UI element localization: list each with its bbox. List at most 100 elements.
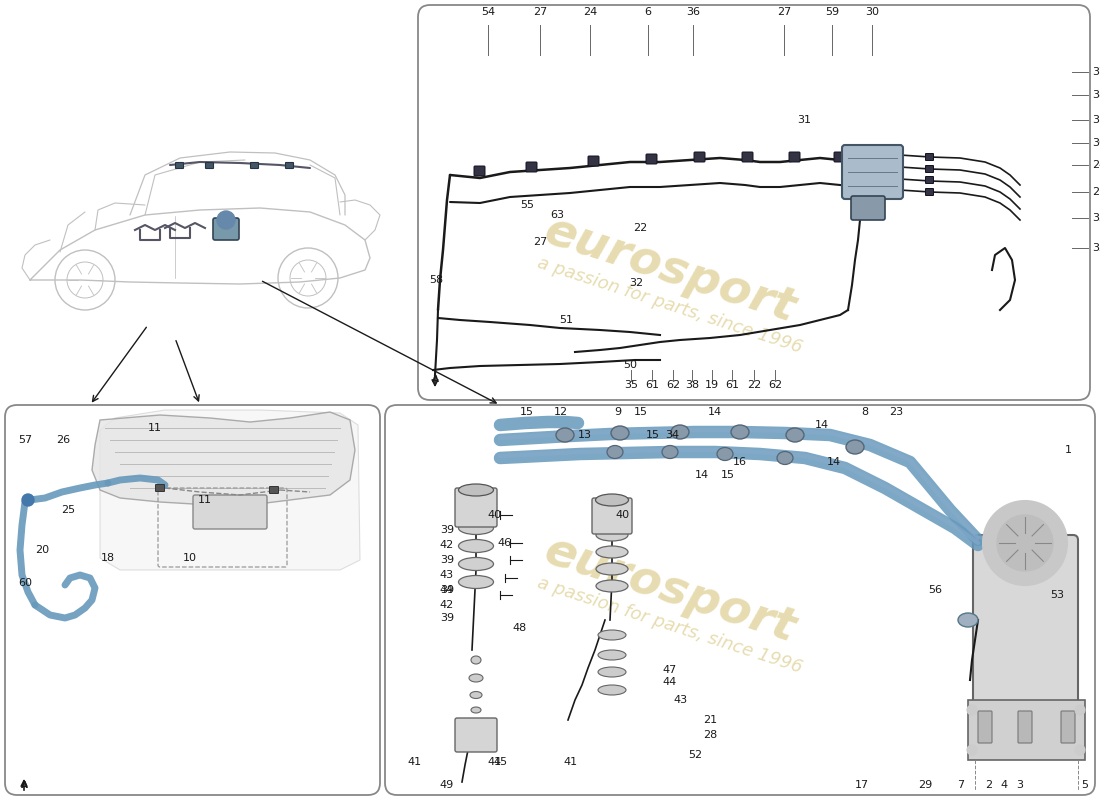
FancyBboxPatch shape bbox=[455, 488, 497, 527]
Text: 7: 7 bbox=[957, 780, 965, 790]
Text: 21: 21 bbox=[703, 715, 717, 725]
Text: 26: 26 bbox=[56, 435, 70, 445]
Text: 53: 53 bbox=[1050, 590, 1064, 600]
Ellipse shape bbox=[469, 674, 483, 682]
Text: 27: 27 bbox=[777, 7, 791, 17]
Text: 11: 11 bbox=[198, 495, 212, 505]
Text: 34: 34 bbox=[664, 430, 679, 440]
Ellipse shape bbox=[596, 546, 628, 558]
FancyBboxPatch shape bbox=[742, 152, 754, 162]
Ellipse shape bbox=[459, 484, 494, 496]
FancyBboxPatch shape bbox=[155, 485, 165, 491]
FancyBboxPatch shape bbox=[925, 189, 934, 195]
FancyBboxPatch shape bbox=[192, 495, 267, 529]
Text: 11: 11 bbox=[148, 423, 162, 433]
Text: 55: 55 bbox=[520, 200, 534, 210]
Ellipse shape bbox=[717, 447, 733, 461]
FancyBboxPatch shape bbox=[925, 154, 934, 161]
Text: A: A bbox=[21, 781, 28, 790]
Text: 43: 43 bbox=[673, 695, 688, 705]
FancyBboxPatch shape bbox=[213, 218, 239, 240]
Ellipse shape bbox=[596, 580, 628, 592]
FancyBboxPatch shape bbox=[286, 162, 294, 169]
Text: 41: 41 bbox=[408, 757, 422, 767]
Circle shape bbox=[22, 494, 34, 506]
Text: 39: 39 bbox=[440, 585, 454, 595]
Text: 48: 48 bbox=[513, 623, 527, 633]
FancyBboxPatch shape bbox=[251, 162, 258, 169]
Text: 44: 44 bbox=[663, 677, 678, 687]
Ellipse shape bbox=[470, 691, 482, 698]
Text: 22: 22 bbox=[747, 380, 761, 390]
FancyBboxPatch shape bbox=[851, 196, 886, 220]
Text: 40: 40 bbox=[615, 510, 629, 520]
Ellipse shape bbox=[598, 685, 626, 695]
Text: 8: 8 bbox=[861, 407, 869, 417]
Text: 17: 17 bbox=[855, 780, 869, 790]
Text: 62: 62 bbox=[768, 380, 782, 390]
Ellipse shape bbox=[471, 707, 481, 713]
Circle shape bbox=[983, 501, 1067, 585]
Text: 50: 50 bbox=[623, 360, 637, 370]
Text: 20: 20 bbox=[35, 545, 50, 555]
Text: 4: 4 bbox=[1000, 780, 1008, 790]
Text: 62: 62 bbox=[666, 380, 680, 390]
Text: 2: 2 bbox=[986, 780, 992, 790]
Text: 35: 35 bbox=[624, 380, 638, 390]
Ellipse shape bbox=[596, 529, 628, 541]
Ellipse shape bbox=[662, 446, 678, 458]
Text: 46: 46 bbox=[498, 538, 513, 548]
Text: 15: 15 bbox=[720, 470, 735, 480]
FancyBboxPatch shape bbox=[176, 162, 184, 169]
Text: 39: 39 bbox=[440, 613, 454, 623]
Text: 61: 61 bbox=[645, 380, 659, 390]
Text: 23: 23 bbox=[889, 407, 903, 417]
Text: 32: 32 bbox=[629, 278, 644, 288]
Text: 25: 25 bbox=[60, 505, 75, 515]
Ellipse shape bbox=[958, 613, 978, 627]
Circle shape bbox=[967, 705, 977, 715]
Text: 27: 27 bbox=[532, 237, 547, 247]
Text: 51: 51 bbox=[559, 315, 573, 325]
Ellipse shape bbox=[846, 440, 864, 454]
Text: 40: 40 bbox=[488, 510, 502, 520]
Text: 56: 56 bbox=[928, 585, 942, 595]
Text: 31: 31 bbox=[798, 115, 811, 125]
Text: 15: 15 bbox=[520, 407, 534, 417]
Text: 47: 47 bbox=[663, 665, 678, 675]
Text: 38: 38 bbox=[685, 380, 700, 390]
FancyBboxPatch shape bbox=[789, 152, 800, 162]
FancyBboxPatch shape bbox=[270, 486, 278, 494]
Text: 12: 12 bbox=[554, 407, 568, 417]
Ellipse shape bbox=[786, 428, 804, 442]
FancyBboxPatch shape bbox=[842, 145, 903, 199]
Text: 24: 24 bbox=[1092, 160, 1100, 170]
Text: 27: 27 bbox=[532, 7, 547, 17]
Text: 14: 14 bbox=[815, 420, 829, 430]
Ellipse shape bbox=[459, 522, 494, 534]
Text: 19: 19 bbox=[705, 380, 719, 390]
Text: 15: 15 bbox=[646, 430, 660, 440]
Text: eurosport: eurosport bbox=[539, 208, 802, 332]
Text: 38: 38 bbox=[1092, 90, 1100, 100]
Text: 33: 33 bbox=[1092, 213, 1100, 223]
FancyBboxPatch shape bbox=[588, 156, 600, 166]
FancyBboxPatch shape bbox=[974, 535, 1078, 720]
Text: 22: 22 bbox=[632, 223, 647, 233]
Ellipse shape bbox=[598, 650, 626, 660]
Text: A: A bbox=[431, 375, 439, 385]
FancyBboxPatch shape bbox=[592, 498, 632, 534]
Text: 58: 58 bbox=[429, 275, 443, 285]
Text: 18: 18 bbox=[101, 553, 116, 563]
Text: 14: 14 bbox=[695, 470, 710, 480]
FancyBboxPatch shape bbox=[646, 154, 657, 164]
Text: 5: 5 bbox=[1081, 780, 1089, 790]
Text: 28: 28 bbox=[703, 730, 717, 740]
Text: 30: 30 bbox=[865, 7, 879, 17]
Text: 42: 42 bbox=[440, 600, 454, 610]
Text: 31: 31 bbox=[1092, 115, 1100, 125]
FancyBboxPatch shape bbox=[694, 152, 705, 162]
FancyBboxPatch shape bbox=[474, 166, 485, 176]
Ellipse shape bbox=[459, 558, 494, 570]
FancyBboxPatch shape bbox=[925, 166, 934, 173]
